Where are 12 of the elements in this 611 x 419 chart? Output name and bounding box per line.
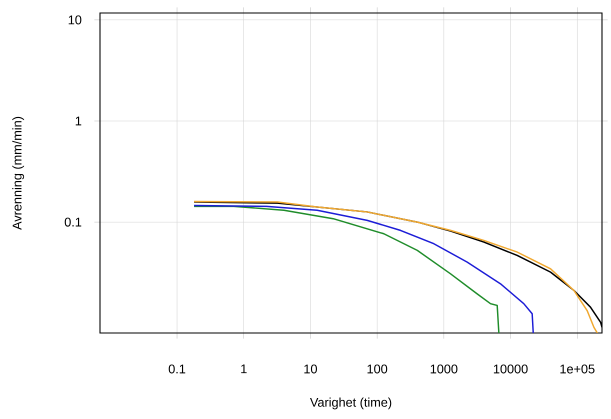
x-axis-title: Varighet (time) xyxy=(310,398,392,410)
x-tick-label: 10 xyxy=(304,364,317,374)
y-axis-title: Avrenning (mm/min) xyxy=(12,116,24,230)
x-tick-label: 100 xyxy=(368,364,388,374)
x-tick-label: 1000 xyxy=(430,364,458,374)
y-tick-label: 10 xyxy=(68,15,82,24)
y-tick-label: 1 xyxy=(76,116,82,126)
y-tick-label: 0.1 xyxy=(64,218,82,227)
x-tick-label: 1e+05 xyxy=(560,364,595,374)
x-tick-label: 1 xyxy=(241,364,247,374)
x-tick-label: 0.1 xyxy=(168,364,186,374)
x-tick-label: 10000 xyxy=(494,364,528,374)
